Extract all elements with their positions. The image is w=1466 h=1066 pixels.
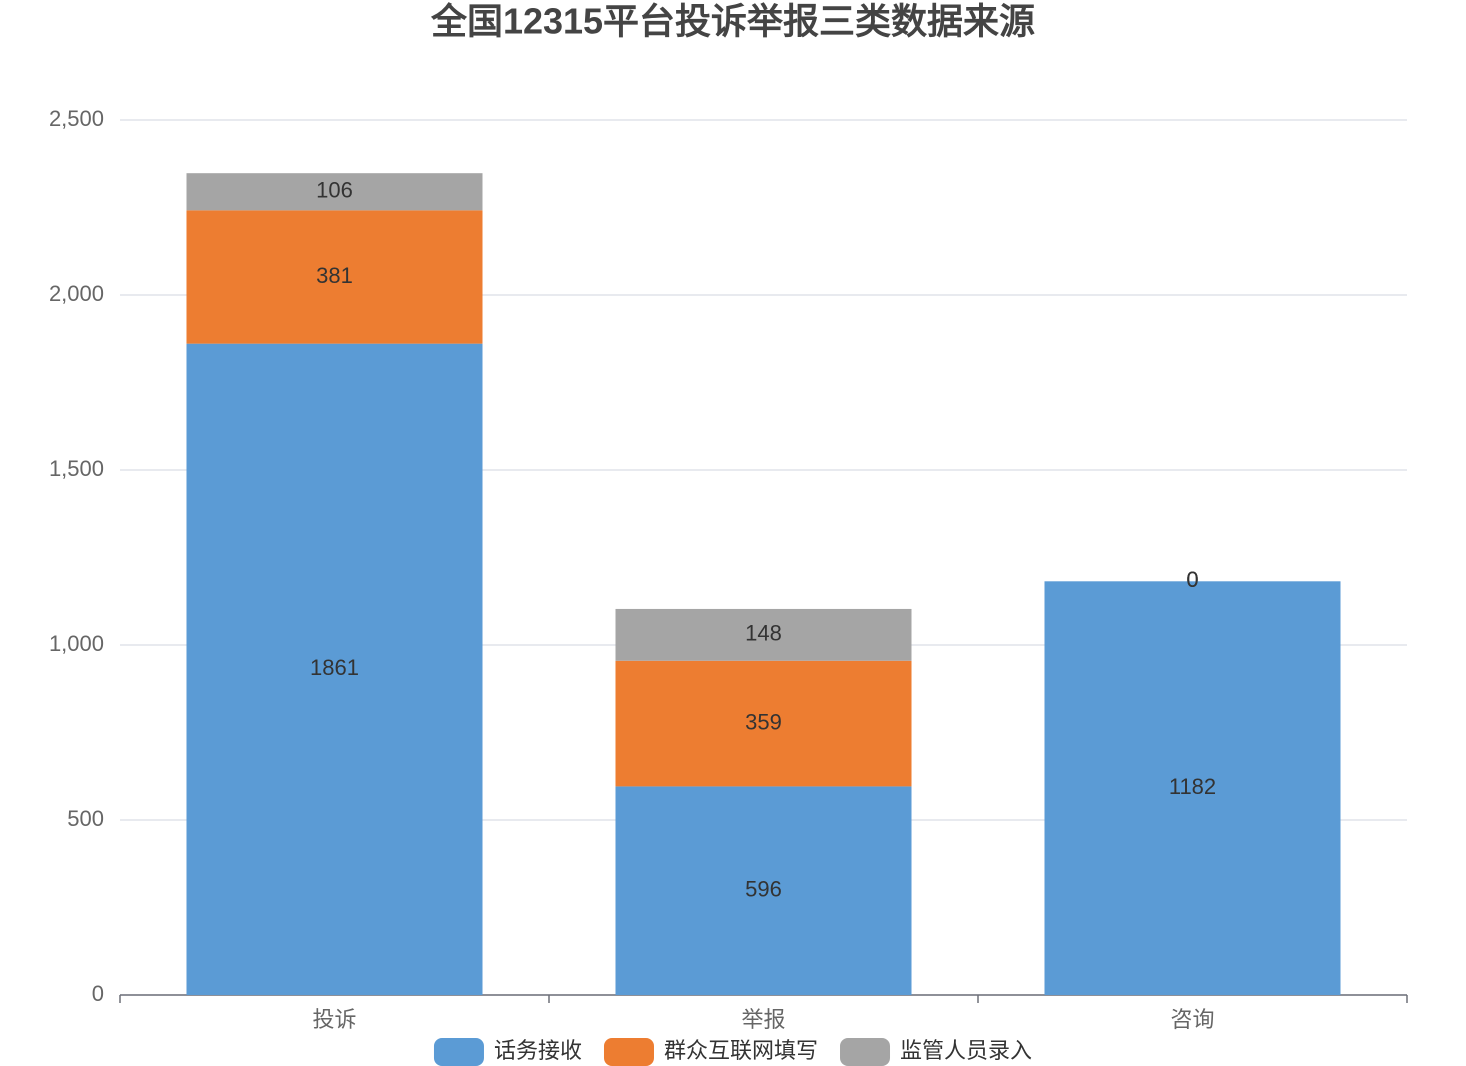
legend-label: 话务接收	[494, 1038, 582, 1063]
data-label: 1861	[310, 655, 359, 680]
x-tick-label: 投诉	[312, 1007, 356, 1032]
data-label: 359	[745, 709, 782, 734]
data-label: 381	[316, 263, 353, 288]
legend-swatch	[433, 1038, 484, 1066]
bar-segment	[186, 343, 483, 995]
y-tick-label: 1,000	[49, 631, 104, 656]
bar-segment	[1044, 581, 1341, 995]
bar-segment	[615, 786, 912, 995]
legend-swatch	[603, 1038, 654, 1066]
legend-label: 群众互联网填写	[664, 1038, 818, 1063]
data-label: 596	[745, 877, 782, 902]
y-tick-label: 1,500	[49, 456, 104, 481]
chart-title: 全国12315平台投诉举报三类数据来源	[430, 1, 1035, 42]
bar-segment	[615, 608, 912, 661]
data-label: 1182	[1169, 774, 1216, 799]
data-label: 106	[316, 178, 353, 203]
data-label: 148	[745, 621, 782, 646]
y-tick-label: 2,500	[49, 106, 104, 131]
y-tick-label: 2,000	[49, 281, 104, 306]
bar-segment	[186, 210, 483, 344]
data-label: 0	[1186, 567, 1198, 592]
data-label: 0	[1186, 567, 1198, 592]
bar-segment	[615, 660, 912, 787]
y-tick-label: 500	[67, 806, 104, 831]
x-tick-label: 举报	[741, 1007, 785, 1032]
y-tick-label: 0	[92, 981, 104, 1006]
bar-segment	[186, 173, 483, 211]
legend: 话务接收 群众互联网填写 监管人员录入	[433, 1038, 1032, 1066]
legend-swatch	[840, 1038, 891, 1066]
x-tick-label: 咨询	[1170, 1007, 1214, 1032]
legend-label: 监管人员录入	[900, 1038, 1032, 1063]
